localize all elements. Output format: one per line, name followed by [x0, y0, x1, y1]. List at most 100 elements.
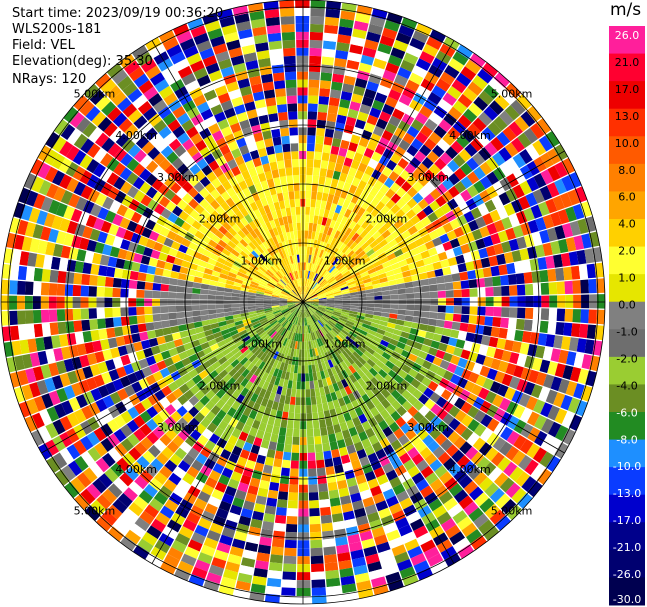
velocity-gate: [184, 311, 193, 318]
velocity-gate: [230, 236, 240, 246]
velocity-gate: [304, 238, 308, 247]
velocity-gate: [332, 195, 340, 205]
velocity-gate: [526, 176, 540, 192]
velocity-gate: [515, 318, 525, 331]
velocity-gate: [375, 211, 385, 221]
velocity-gate: [500, 317, 509, 329]
velocity-gate: [159, 226, 170, 237]
velocity-gate: [222, 373, 232, 383]
velocity-gate: [308, 279, 313, 288]
velocity-gate: [286, 283, 293, 291]
velocity-gate: [255, 307, 264, 311]
velocity-gate: [325, 120, 336, 130]
velocity-gate: [321, 316, 329, 323]
velocity-gate: [501, 285, 510, 296]
velocity-gate: [478, 519, 494, 535]
velocity-gate: [289, 293, 297, 298]
velocity-gate: [239, 36, 255, 47]
velocity-gate: [342, 298, 351, 301]
velocity-gate: [24, 221, 36, 238]
velocity-gate: [235, 323, 245, 330]
velocity-gate: [381, 286, 390, 292]
velocity-gate: [289, 272, 294, 281]
velocity-gate: [265, 16, 280, 27]
velocity-gate: [165, 428, 178, 441]
velocity-gate: [194, 170, 206, 182]
velocity-gate: [87, 446, 102, 462]
velocity-gate: [440, 259, 450, 268]
velocity-gate: [344, 436, 354, 447]
velocity-gate: [251, 345, 260, 354]
colorbar-unit-label: m/s: [610, 0, 642, 20]
velocity-gate: [447, 337, 458, 347]
velocity-gate: [255, 327, 264, 334]
velocity-gate: [153, 241, 164, 252]
velocity-gate: [545, 389, 558, 405]
velocity-gate: [356, 226, 365, 236]
velocity-gate: [269, 375, 277, 385]
velocity-gate: [158, 533, 175, 547]
velocity-gate: [457, 330, 468, 341]
velocity-gate: [279, 279, 287, 286]
velocity-gate: [31, 176, 45, 193]
velocity-gate: [212, 374, 223, 385]
velocity-gate: [343, 338, 352, 346]
velocity-gate: [259, 352, 267, 361]
velocity-gate: [190, 113, 204, 126]
velocity-gate: [353, 323, 362, 330]
velocity-gate: [568, 337, 579, 352]
velocity-gate: [236, 374, 245, 384]
velocity-gate: [220, 211, 231, 222]
velocity-gate: [279, 297, 288, 300]
velocity-gate: [82, 330, 93, 343]
velocity-gate: [422, 256, 433, 266]
velocity-gate: [321, 522, 334, 532]
velocity-gate: [498, 264, 508, 276]
velocity-gate: [527, 219, 539, 234]
velocity-gate: [242, 335, 251, 343]
velocity-gate: [289, 396, 296, 405]
velocity-gate: [201, 484, 215, 496]
velocity-gate: [88, 127, 103, 143]
velocity-gate: [324, 323, 332, 331]
velocity-gate: [210, 104, 224, 116]
velocity-gate: [504, 339, 514, 352]
velocity-gate: [390, 457, 403, 470]
velocity-gate: [194, 524, 209, 537]
velocity-gate: [37, 145, 52, 162]
velocity-gate: [319, 88, 331, 98]
velocity-gate: [135, 135, 150, 149]
velocity-gate: [349, 291, 359, 296]
velocity-gate: [171, 354, 182, 364]
velocity-gate: [80, 488, 96, 505]
velocity-gate: [318, 483, 328, 493]
velocity-gate: [100, 182, 113, 196]
velocity-gate: [424, 491, 439, 505]
velocity-gate: [120, 153, 134, 167]
velocity-gate: [138, 79, 154, 94]
velocity-gate: [72, 149, 87, 165]
velocity-gate: [241, 315, 250, 321]
velocity-gate: [54, 119, 69, 136]
velocity-gate: [260, 73, 273, 84]
velocity-gate: [224, 351, 234, 361]
velocity-gate: [400, 59, 415, 72]
velocity-gate: [405, 428, 417, 441]
velocity-gate: [276, 499, 288, 508]
velocity-gate: [485, 185, 499, 199]
velocity-gate: [305, 287, 310, 295]
velocity-gate: [201, 164, 213, 176]
velocity-gate: [479, 225, 490, 238]
velocity-gate: [541, 418, 555, 434]
velocity-gate: [420, 250, 431, 260]
velocity-gate: [257, 544, 271, 555]
velocity-gate: [356, 314, 365, 320]
velocity-gate: [96, 308, 105, 319]
velocity-gate: [173, 144, 187, 157]
velocity-gate: [286, 231, 292, 241]
velocity-gate: [205, 62, 220, 75]
velocity-gate: [208, 224, 219, 235]
velocity-gate: [370, 396, 381, 407]
velocity-gate: [332, 257, 339, 266]
velocity-gate: [265, 365, 273, 374]
